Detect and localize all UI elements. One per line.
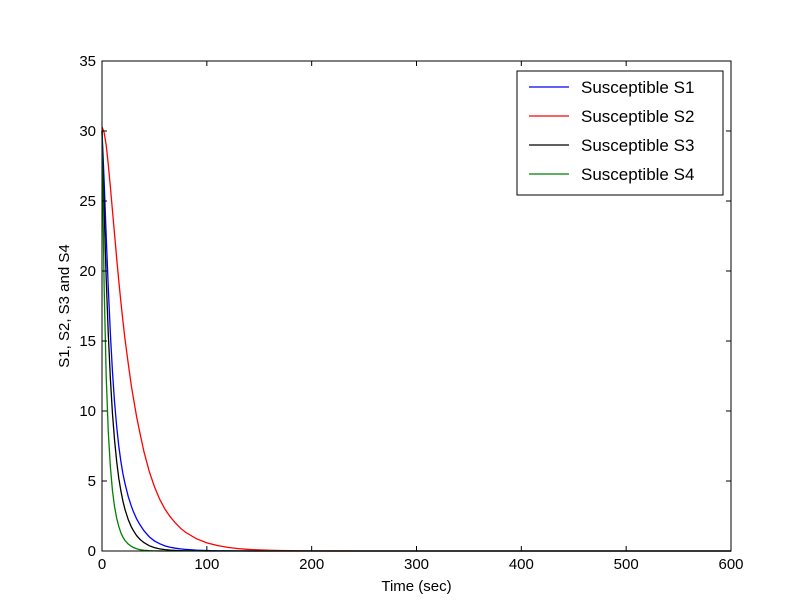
- y-tick-label: 10: [79, 403, 96, 420]
- x-tick-label: 400: [509, 556, 534, 573]
- y-tick-label: 20: [79, 263, 96, 280]
- x-axis-label: Time (sec): [381, 578, 451, 595]
- x-tick-label: 200: [299, 556, 324, 573]
- legend: Susceptible S1 Susceptible S2 Susceptible …: [516, 70, 724, 196]
- x-tick-label: 300: [404, 556, 429, 573]
- y-tick-label: 35: [79, 53, 96, 70]
- y-tick-label: 30: [79, 123, 96, 140]
- y-tick-label: 15: [79, 333, 96, 350]
- x-tick-label: 500: [614, 556, 639, 573]
- y-tick-label: 25: [79, 193, 96, 210]
- y-axis-label: S1, S2, S3 and S4: [56, 244, 73, 367]
- y-tick-label: 5: [88, 473, 96, 490]
- y-tick-label: 0: [88, 543, 96, 560]
- x-tick-label: 600: [718, 556, 743, 573]
- ticks-layer: 0 100 200 300 400 500 600 0 5 10 15 20 25 30 35: [79, 53, 743, 573]
- legend-label-1: Susceptible S1: [581, 78, 694, 97]
- legend-label-2: Susceptible S2: [581, 107, 694, 126]
- x-tick-label: 0: [98, 556, 106, 573]
- x-tick-label: 100: [194, 556, 219, 573]
- legend-label-3: Susceptible S3: [581, 136, 694, 155]
- legend-label-4: Susceptible S4: [581, 165, 694, 184]
